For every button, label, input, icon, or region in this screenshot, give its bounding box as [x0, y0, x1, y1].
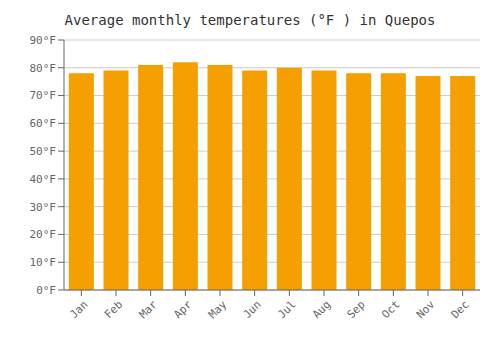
svg-text:May: May — [206, 298, 230, 322]
svg-text:Jul: Jul — [275, 298, 298, 321]
svg-text:30°F: 30°F — [30, 201, 57, 214]
svg-text:10°F: 10°F — [30, 256, 57, 269]
svg-text:50°F: 50°F — [30, 145, 57, 158]
svg-text:80°F: 80°F — [30, 62, 57, 75]
svg-text:Feb: Feb — [102, 298, 125, 321]
svg-text:Mar: Mar — [137, 298, 161, 322]
svg-text:Jun: Jun — [241, 298, 264, 321]
svg-text:Jan: Jan — [67, 298, 90, 321]
svg-text:Sep: Sep — [345, 298, 368, 321]
svg-text:40°F: 40°F — [30, 173, 57, 186]
svg-text:0°F: 0°F — [36, 284, 56, 297]
svg-text:70°F: 70°F — [30, 89, 57, 102]
html-text:Average monthly temperatures (: Average monthly temperatures (°F ) in Qu… — [64, 12, 436, 28]
svg-text:Dec: Dec — [449, 298, 472, 321]
svg-text:Apr: Apr — [171, 298, 195, 322]
svg-text:60°F: 60°F — [30, 117, 57, 130]
svg-text:20°F: 20°F — [30, 228, 57, 241]
svg-text:Oct: Oct — [379, 298, 402, 321]
svg-text:Aug: Aug — [310, 298, 333, 321]
svg-text:Nov: Nov — [414, 298, 438, 322]
svg-text:90°F: 90°F — [30, 34, 57, 47]
